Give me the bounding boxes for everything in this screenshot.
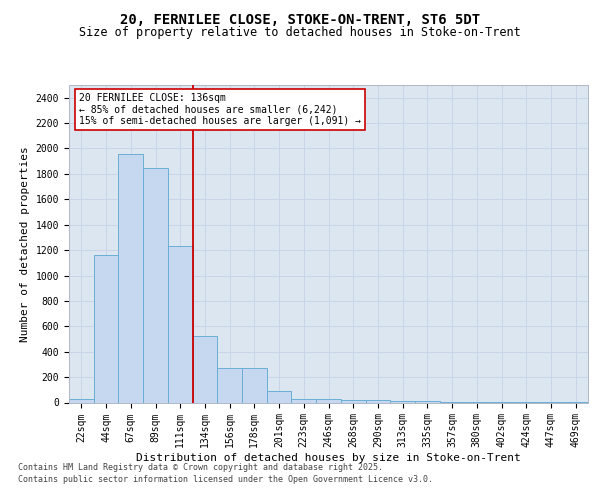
Text: Contains public sector information licensed under the Open Government Licence v3: Contains public sector information licen… (18, 475, 433, 484)
Bar (267, 391, 292, 402)
Text: Contains HM Land Registry data © Crown copyright and database right 2025.: Contains HM Land Registry data © Crown c… (18, 462, 383, 471)
Bar (143, 168, 168, 402)
Bar (217, 368, 242, 402)
Text: 20, FERNILEE CLOSE, STOKE-ON-TRENT, ST6 5DT: 20, FERNILEE CLOSE, STOKE-ON-TRENT, ST6 … (120, 12, 480, 26)
X-axis label: Distribution of detached houses by size in Stoke-on-Trent: Distribution of detached houses by size … (136, 453, 521, 463)
Bar (242, 368, 267, 402)
Bar (168, 246, 193, 402)
Bar (415, 401, 440, 402)
Text: 20 FERNILEE CLOSE: 136sqm
← 85% of detached houses are smaller (6,242)
15% of se: 20 FERNILEE CLOSE: 136sqm ← 85% of detac… (79, 93, 361, 126)
Bar (365, 400, 390, 402)
Bar (94, 255, 118, 402)
Y-axis label: Number of detached properties: Number of detached properties (20, 146, 30, 342)
Bar (292, 398, 316, 402)
Bar (193, 336, 217, 402)
Text: Size of property relative to detached houses in Stoke-on-Trent: Size of property relative to detached ho… (79, 26, 521, 39)
Bar (341, 400, 365, 402)
Bar (390, 401, 415, 402)
Bar (316, 398, 341, 402)
Bar (69, 398, 94, 402)
Bar (118, 154, 143, 402)
